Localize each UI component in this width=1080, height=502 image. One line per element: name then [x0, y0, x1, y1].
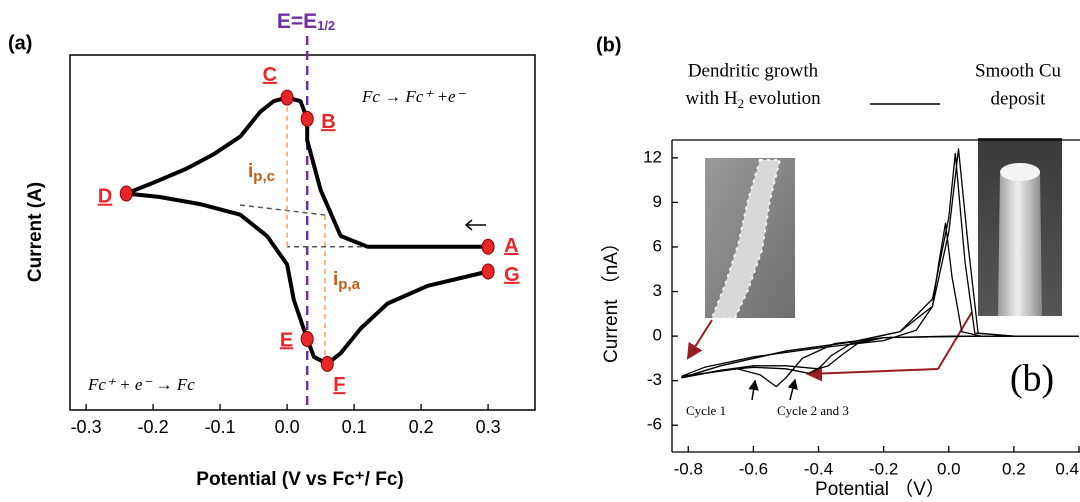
point-label: G [504, 264, 520, 286]
x-axis-title: Potential （V） [815, 478, 945, 500]
ipc-label: ip,c [248, 161, 275, 185]
equation: Fc⁺ + e⁻ → Fc [87, 375, 195, 394]
x-tick-label: -0.2 [138, 417, 169, 437]
label-sub: p,c [253, 168, 275, 185]
equation: Fc → Fc⁺ +e⁻ [361, 87, 467, 106]
x-tick-label: 0.2 [409, 417, 434, 437]
e-half-label: E=E1/2 [277, 10, 335, 34]
point-label: B [321, 111, 335, 133]
x-tick-label: -0.4 [804, 459, 833, 478]
x-tick-label: -0.2 [869, 459, 898, 478]
panel-label: (a) [8, 32, 32, 54]
ipa-label: ip,a [333, 269, 361, 293]
y-tick-label: 3 [653, 281, 662, 300]
y-axis-title: Current (A) [25, 182, 46, 282]
data-line [681, 148, 1079, 379]
label-main: i [248, 161, 253, 182]
point [481, 263, 495, 280]
pointer [937, 311, 973, 370]
text-part: 2 [738, 96, 745, 111]
x-tick-label: -0.1 [205, 417, 236, 437]
y-axis-title: Current （nA） [600, 233, 622, 363]
y-tick-label: 12 [643, 147, 662, 166]
x-tick-label: 0.2 [1002, 459, 1026, 478]
label-sub: p,a [338, 276, 360, 293]
x-tick-label: 0.0 [937, 459, 961, 478]
scan-arrow [464, 219, 486, 231]
plot-frame [69, 54, 536, 411]
label-sub: 1/2 [317, 18, 335, 33]
point [300, 331, 314, 347]
y-tick-label: -3 [647, 370, 662, 389]
point [320, 355, 334, 372]
x-tick-label: -0.8 [674, 459, 703, 478]
data-line [681, 222, 1079, 388]
baseline [239, 204, 326, 216]
point-label: D [98, 186, 112, 208]
x-tick-label: -0.6 [739, 459, 768, 478]
text-part: with H [685, 88, 738, 109]
x-tick-label: 0.3 [476, 417, 501, 437]
annotation: Cycle 2 and 3 [777, 403, 849, 418]
point [300, 110, 314, 127]
point-label: F [333, 374, 345, 396]
pointer [806, 365, 939, 382]
annotation: with H2 evolution [685, 88, 821, 111]
annotation: Cycle 1 [686, 403, 726, 418]
panel-label: (b) [596, 34, 622, 56]
pointer [748, 379, 759, 401]
x-tick-label: 0.0 [275, 417, 300, 437]
point [481, 238, 495, 255]
annotation: deposit [991, 88, 1047, 109]
label-main: i [333, 269, 338, 290]
text-part: evolution [744, 88, 821, 109]
y-tick-label: 6 [653, 236, 662, 255]
panel-tag: (b) [1010, 358, 1054, 400]
point [280, 89, 294, 106]
pointer [686, 319, 713, 360]
y-tick-label: 0 [653, 326, 662, 345]
dendrite [710, 159, 782, 319]
x-axis-title: Potential (V vs Fc⁺/ Fc) [196, 469, 403, 490]
cu-rod [998, 165, 1042, 316]
y-tick-label: -6 [647, 415, 662, 434]
rod-top [1000, 163, 1040, 181]
y-tick-label: 9 [653, 192, 662, 211]
x-tick-label: 0.1 [342, 417, 367, 437]
point [119, 185, 133, 202]
label-main: E=E [277, 10, 317, 33]
point-label: C [263, 64, 277, 86]
pointer [787, 378, 798, 401]
annotation: Smooth Cu [975, 60, 1062, 81]
point-label: E [280, 329, 293, 351]
point-label: A [504, 235, 518, 257]
annotation: Dendritic growth [688, 60, 819, 81]
x-tick-label: -0.3 [71, 417, 102, 437]
x-tick-label: 0.4 [1055, 459, 1079, 478]
